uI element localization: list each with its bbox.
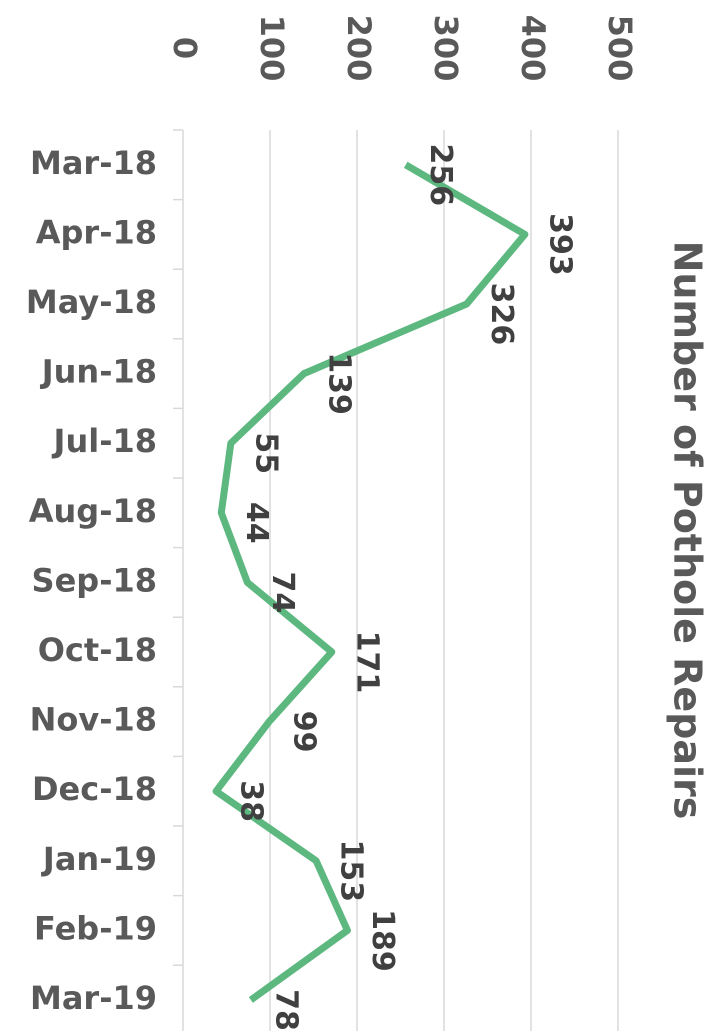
value-tick-label: 0 (166, 37, 204, 59)
data-label: 74 (265, 572, 300, 614)
data-label: 256 (423, 143, 458, 206)
category-label: Jun-18 (40, 353, 157, 391)
category-label: Aug-18 (29, 492, 157, 530)
data-label: 139 (321, 352, 356, 415)
data-label: 171 (349, 631, 384, 694)
category-label: Mar-18 (30, 144, 157, 182)
data-label: 99 (287, 711, 322, 753)
data-label: 189 (365, 909, 400, 972)
data-label: 153 (334, 839, 369, 902)
value-tick-label: 200 (340, 15, 378, 82)
category-label: Jul-18 (52, 422, 157, 460)
value-tick-label: 400 (514, 15, 552, 82)
category-label: Dec-18 (32, 770, 157, 808)
category-label: May-18 (26, 283, 157, 321)
chart-title: Number of Pothole Repairs (666, 241, 710, 820)
data-label: 326 (484, 283, 519, 346)
category-label: Mar-19 (30, 979, 157, 1017)
value-tick-label: 300 (427, 15, 465, 82)
data-label: 55 (248, 432, 283, 474)
data-label: 393 (542, 213, 577, 276)
data-label: 78 (268, 989, 303, 1031)
value-tick-label: 100 (253, 15, 291, 82)
category-label: Oct-18 (38, 631, 157, 669)
category-label: Nov-18 (30, 701, 157, 739)
data-label: 38 (234, 780, 269, 822)
category-label: Feb-19 (34, 909, 157, 947)
category-label: Jan-19 (41, 840, 157, 878)
data-label: 44 (239, 502, 274, 544)
line-series (212, 161, 529, 1003)
value-tick-label: 500 (601, 15, 639, 82)
category-label: Apr-18 (36, 213, 157, 251)
category-label: Sep-18 (32, 561, 157, 599)
